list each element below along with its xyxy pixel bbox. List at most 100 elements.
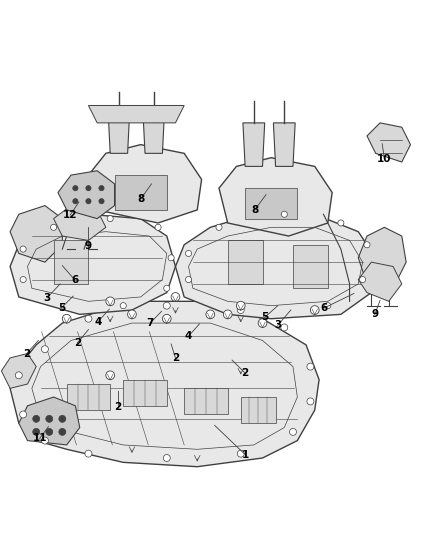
Circle shape [168,255,174,261]
Circle shape [216,224,222,230]
Text: 12: 12 [63,210,78,220]
Text: 7: 7 [147,318,154,328]
Text: 2: 2 [241,368,249,378]
Text: 9: 9 [85,240,92,251]
Polygon shape [58,171,115,219]
Circle shape [42,437,48,444]
Circle shape [185,277,191,282]
Circle shape [15,372,22,379]
Text: 9: 9 [371,309,378,319]
Circle shape [33,429,40,435]
Bar [115,175,167,210]
Bar [293,245,328,288]
Circle shape [325,303,331,309]
Circle shape [237,301,245,310]
Circle shape [20,411,27,418]
Text: 2: 2 [172,353,179,363]
Text: 2: 2 [23,349,30,359]
Polygon shape [10,214,176,314]
Text: 5: 5 [58,303,65,313]
Text: 10: 10 [377,154,392,164]
Circle shape [73,199,78,204]
Text: 5: 5 [261,312,268,322]
Circle shape [107,215,113,222]
Circle shape [258,319,267,327]
Circle shape [20,246,26,252]
Circle shape [185,251,191,256]
Circle shape [33,415,40,422]
Text: 6: 6 [71,274,78,285]
Circle shape [360,277,366,282]
Circle shape [364,241,370,248]
Polygon shape [1,353,36,389]
Bar [184,389,228,415]
Bar [53,240,88,284]
Circle shape [307,398,314,405]
Polygon shape [219,158,332,236]
Polygon shape [19,397,80,445]
Circle shape [163,455,170,462]
Circle shape [338,220,344,226]
Circle shape [237,306,244,313]
Circle shape [206,310,215,319]
Circle shape [46,415,53,422]
Circle shape [85,315,92,322]
Circle shape [223,310,232,319]
Circle shape [171,293,180,301]
Polygon shape [108,110,130,154]
Circle shape [50,224,57,230]
Circle shape [290,429,297,435]
Circle shape [99,185,104,191]
Circle shape [85,450,92,457]
Circle shape [311,305,319,314]
Bar [67,384,110,410]
Circle shape [20,277,26,282]
Circle shape [59,415,66,422]
Text: 8: 8 [137,194,144,204]
Circle shape [164,285,170,292]
Text: 6: 6 [321,303,328,313]
Polygon shape [367,123,410,162]
Polygon shape [176,214,376,319]
Bar [123,379,167,406]
Circle shape [99,199,104,204]
Circle shape [62,314,71,323]
Polygon shape [273,123,295,166]
Text: 4: 4 [185,331,192,341]
Text: 4: 4 [94,317,102,327]
Circle shape [281,324,288,331]
Polygon shape [143,110,165,154]
Circle shape [237,450,244,457]
Circle shape [162,314,171,323]
Text: 2: 2 [114,402,122,411]
Circle shape [155,224,161,230]
Text: 3: 3 [43,293,51,303]
Circle shape [307,363,314,370]
Circle shape [73,185,78,191]
Circle shape [42,346,48,353]
Polygon shape [88,144,201,223]
Circle shape [59,429,66,435]
Text: 8: 8 [251,205,258,215]
Circle shape [127,310,136,319]
Polygon shape [10,206,62,262]
Circle shape [281,211,287,217]
Bar [241,397,276,423]
Text: 1: 1 [241,449,249,459]
Polygon shape [358,228,406,288]
Polygon shape [53,206,106,240]
Circle shape [120,303,126,309]
Text: 3: 3 [274,320,281,330]
Polygon shape [88,106,184,123]
Circle shape [163,302,170,309]
Circle shape [106,371,115,379]
Circle shape [86,199,91,204]
Polygon shape [10,301,319,467]
Bar [228,240,262,284]
Circle shape [86,185,91,191]
Polygon shape [243,123,265,166]
Polygon shape [358,262,402,301]
Bar [245,188,297,219]
Text: 11: 11 [32,433,47,443]
Circle shape [46,429,53,435]
